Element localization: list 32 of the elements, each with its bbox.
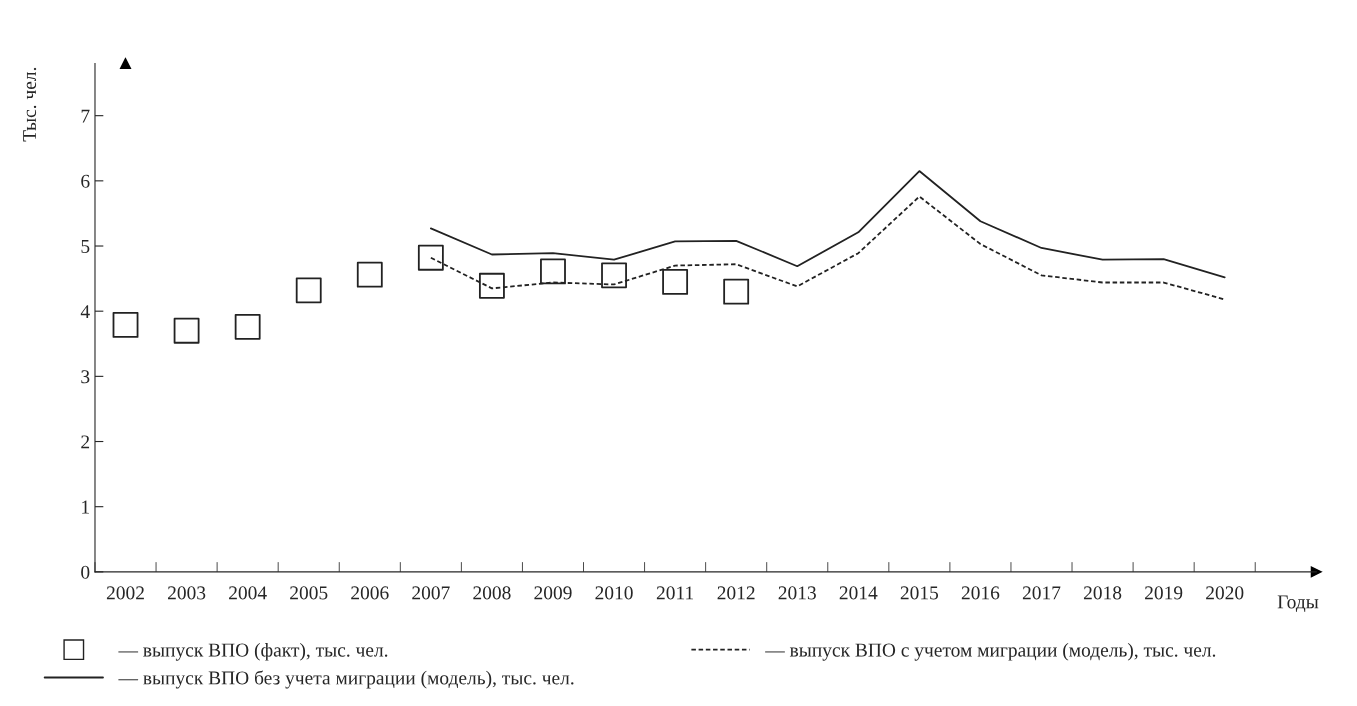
y-tick-label: 3 bbox=[81, 370, 90, 384]
y-tick-label: 5 bbox=[81, 240, 90, 253]
y-tick-label: 4 bbox=[80, 305, 90, 318]
y-tick-label: 6 bbox=[81, 174, 90, 188]
x-tick-label: 2011 bbox=[656, 586, 694, 600]
x-tick-label: 2020 bbox=[1206, 586, 1244, 600]
y-tick-label: 0 bbox=[81, 565, 90, 579]
x-tick-label: 2013 bbox=[778, 586, 816, 600]
x-tick-label: 2007 bbox=[412, 586, 450, 600]
x-tick-label: 2016 bbox=[961, 586, 1000, 600]
x-tick-label: 2008 bbox=[473, 586, 511, 600]
x-tick-label: 2010 bbox=[595, 586, 633, 600]
y-axis-title: Тыс. чел. bbox=[23, 67, 37, 142]
legend-label: — выпуск ВПО с учетом миграции (модель), тыс. чел. bbox=[765, 642, 1216, 661]
x-tick-label: 2019 bbox=[1145, 586, 1183, 600]
y-tick-label: 7 bbox=[81, 109, 90, 123]
x-tick-label: 2012 bbox=[717, 586, 755, 600]
x-tick-label: 2003 bbox=[168, 586, 206, 600]
x-tick-label: 2009 bbox=[534, 586, 572, 600]
x-tick-label: 2004 bbox=[229, 586, 267, 600]
y-tick-label: 1 bbox=[82, 500, 89, 514]
x-tick-label: 2014 bbox=[839, 586, 878, 600]
x-tick-label: 2015 bbox=[900, 586, 939, 600]
x-tick-label: 2002 bbox=[106, 586, 144, 600]
y-tick-label: 2 bbox=[81, 435, 90, 449]
x-tick-label: 2017 bbox=[1022, 586, 1061, 600]
x-tick-label: 2005 bbox=[290, 586, 328, 600]
x-tick-label: 2006 bbox=[351, 586, 389, 600]
x-axis-title: Годы bbox=[1277, 595, 1319, 612]
legend-label: — выпуск ВПО (факт), тыс. чел. bbox=[118, 642, 388, 661]
legend-label: — выпуск ВПО без учета миграции (модель), тыс. чел. bbox=[118, 670, 574, 689]
x-tick-label: 2018 bbox=[1083, 586, 1122, 600]
